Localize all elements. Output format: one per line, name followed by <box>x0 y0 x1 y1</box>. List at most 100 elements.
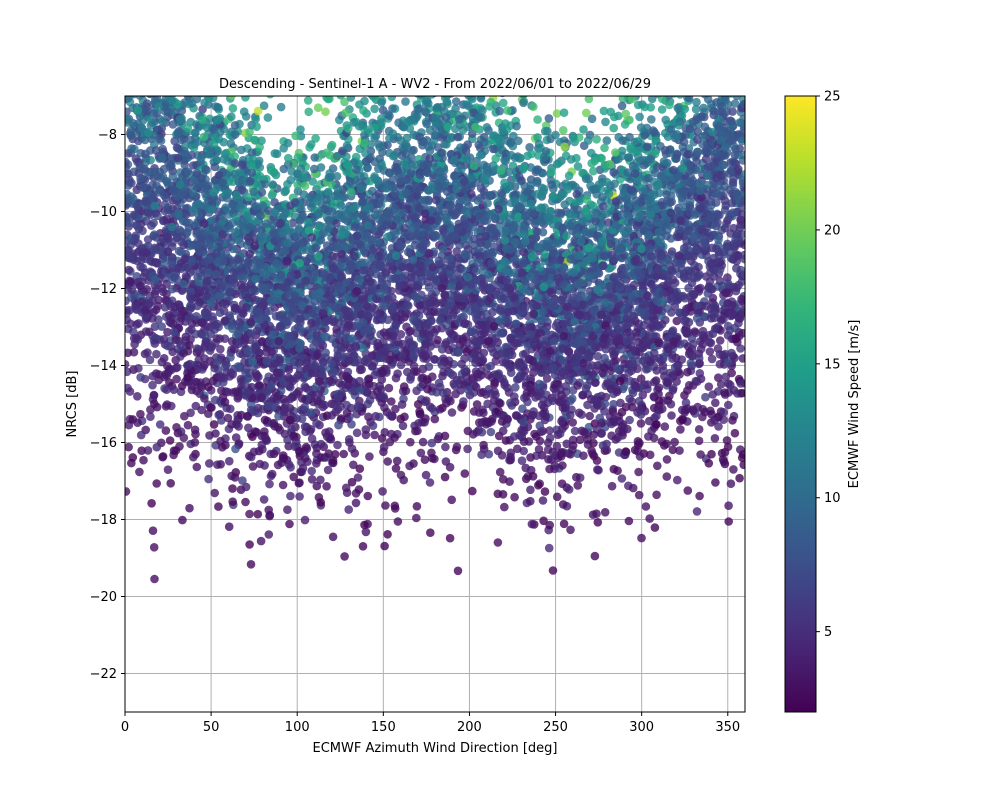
scatter-point <box>714 96 719 97</box>
scatter-point <box>693 87 702 96</box>
scatter-point <box>135 96 140 97</box>
scatter-point <box>708 96 713 97</box>
scatter-point <box>283 505 292 514</box>
scatter-point <box>214 502 223 511</box>
scatter-point <box>552 109 562 118</box>
scatter-point <box>672 96 676 97</box>
scatter-point <box>291 131 300 141</box>
scatter-point <box>351 498 361 508</box>
scatter-point <box>152 442 162 452</box>
scatter-point <box>602 136 612 145</box>
scatter-point <box>666 399 676 409</box>
scatter-point <box>705 96 709 97</box>
scatter-point <box>710 434 720 443</box>
scatter-point <box>687 96 691 97</box>
scatter-point <box>132 96 137 97</box>
scatter-point <box>683 367 692 377</box>
scatter-point <box>696 96 700 97</box>
scatter-point <box>413 400 423 409</box>
scatter-point <box>498 426 508 436</box>
scatter-point <box>154 96 158 97</box>
scatter-point <box>440 472 450 482</box>
scatter-point <box>588 510 598 519</box>
scatter-point <box>287 424 296 434</box>
scatter-point <box>495 467 505 477</box>
scatter-point <box>125 96 128 97</box>
scatter-point <box>710 96 715 97</box>
scatter-point <box>680 391 689 400</box>
scatter-point <box>572 190 582 199</box>
scatter-point <box>228 497 237 507</box>
scatter-point <box>202 165 211 175</box>
scatter-point <box>727 96 731 97</box>
scatter-point <box>135 96 140 97</box>
scatter-point <box>711 96 716 97</box>
scatter-point <box>681 96 686 97</box>
scatter-point <box>707 96 712 97</box>
scatter-point <box>160 87 169 96</box>
scatter-point <box>488 144 498 154</box>
scatter-point <box>676 96 681 97</box>
scatter-point <box>134 96 139 97</box>
scatter-point <box>690 327 700 336</box>
scatter-point <box>149 96 154 97</box>
scatter-point <box>138 96 143 97</box>
scatter-point <box>159 96 163 97</box>
scatter-point <box>659 96 664 97</box>
scatter-point <box>460 469 470 478</box>
scatter-point <box>573 162 583 171</box>
scatter-point <box>305 426 315 436</box>
scatter-point <box>240 357 249 367</box>
scatter-point <box>678 96 683 97</box>
scatter-point <box>714 373 723 383</box>
scatter-point <box>340 193 349 202</box>
scatter-point <box>614 111 623 121</box>
scatter-point <box>525 143 534 152</box>
scatter-point <box>270 198 279 207</box>
scatter-point <box>698 96 703 97</box>
scatter-point <box>140 96 145 97</box>
scatter-point <box>174 96 179 97</box>
scatter-point <box>705 96 710 97</box>
scatter-point <box>611 435 620 444</box>
scatter-point <box>699 96 704 97</box>
scatter-point <box>156 96 160 97</box>
scatter-point <box>131 96 136 97</box>
scatter-point <box>741 96 745 97</box>
scatter-point <box>726 96 730 97</box>
scatter-point <box>349 460 358 470</box>
scatter-point <box>164 96 168 97</box>
scatter-point <box>716 96 721 97</box>
scatter-point <box>186 408 195 418</box>
scatter-point <box>136 96 141 97</box>
scatter-point <box>137 96 142 97</box>
scatter-point <box>635 112 644 122</box>
scatter-point <box>130 96 135 97</box>
scatter-point <box>341 108 351 118</box>
scatter-point <box>726 96 731 97</box>
scatter-point <box>152 96 157 97</box>
scatter-point <box>706 86 715 95</box>
scatter-point <box>701 96 705 97</box>
scatter-point <box>674 96 679 97</box>
scatter-point <box>204 474 213 484</box>
scatter-point <box>132 96 136 97</box>
scatter-point <box>393 369 402 379</box>
scatter-point <box>430 355 439 364</box>
scatter-point <box>416 448 426 458</box>
scatter-point <box>736 96 740 97</box>
scatter-point <box>672 316 682 326</box>
scatter-point <box>359 106 368 115</box>
scatter-point <box>140 96 145 97</box>
scatter-point <box>363 491 373 501</box>
scatter-point <box>684 96 688 97</box>
scatter-point <box>341 483 351 493</box>
scatter-point <box>344 435 354 444</box>
scatter-point <box>601 392 611 402</box>
scatter-point <box>727 96 731 97</box>
scatter-point <box>293 153 303 162</box>
scatter-point <box>125 442 133 452</box>
scatter-point <box>493 538 503 547</box>
scatter-point <box>310 164 319 174</box>
scatter-point <box>340 552 349 561</box>
